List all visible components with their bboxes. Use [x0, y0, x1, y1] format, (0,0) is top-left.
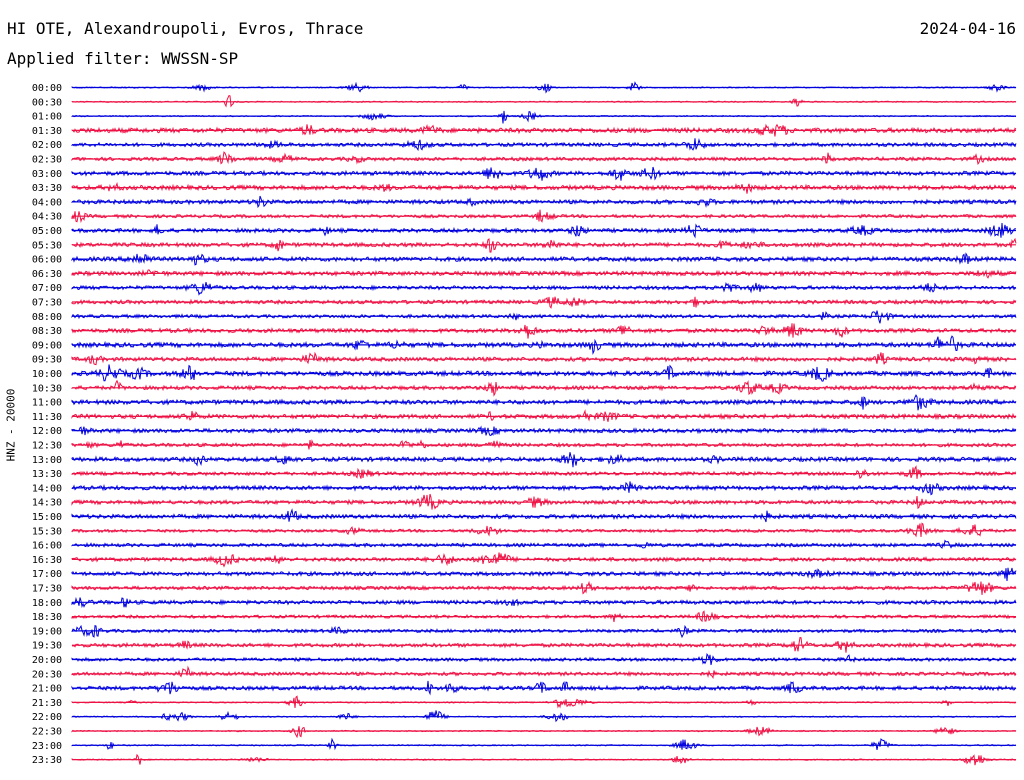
trace-row: [71, 710, 1017, 723]
row-time-label: 14:30: [32, 498, 62, 509]
row-time-label: 12:00: [32, 426, 62, 437]
row-time-label: 04:00: [32, 197, 62, 208]
row-time-label: 00:00: [32, 83, 62, 94]
trace-row: [71, 138, 1017, 152]
row-time-label: 16:00: [32, 541, 62, 552]
trace-row: [71, 539, 1017, 549]
row-time-label: 20:30: [32, 669, 62, 680]
row-time-label: 09:00: [32, 340, 62, 351]
row-time-label: 06:00: [32, 255, 62, 266]
row-time-label: 01:30: [32, 126, 62, 137]
row-time-label: 16:30: [32, 555, 62, 566]
row-time-label: 11:00: [32, 398, 62, 409]
row-time-label: 22:30: [32, 727, 62, 738]
row-time-label: 00:30: [32, 97, 62, 108]
row-time-label: 14:00: [32, 483, 62, 494]
row-time-label: 02:30: [32, 155, 62, 166]
row-time-label: 02:00: [32, 140, 62, 151]
row-time-label: 04:30: [32, 212, 62, 223]
row-time-label: 13:00: [32, 455, 62, 466]
trace-row: [71, 394, 1017, 411]
trace-row: [71, 310, 1017, 324]
row-time-label: 10:30: [32, 383, 62, 394]
row-time-label: 07:00: [32, 283, 62, 294]
row-time-label: 19:30: [32, 641, 62, 652]
row-time-label: 08:30: [32, 326, 62, 337]
row-time-label: 01:00: [32, 112, 62, 123]
row-time-label: 22:00: [32, 712, 62, 723]
trace-row: [71, 465, 1017, 479]
row-time-label: 15:00: [32, 512, 62, 523]
row-time-label: 20:00: [32, 655, 62, 666]
applied-filter-label: Applied filter: WWSSN-SP: [7, 49, 239, 68]
row-time-label: 09:30: [32, 355, 62, 366]
row-time-label: 06:30: [32, 269, 62, 280]
row-time-label: 17:00: [32, 569, 62, 580]
row-time-label: 23:00: [32, 741, 62, 752]
row-time-label: 05:30: [32, 240, 62, 251]
chart-title: HI OTE, Alexandroupoli, Evros, Thrace: [7, 19, 364, 38]
row-time-label: 12:30: [32, 441, 62, 452]
trace-row: [71, 567, 1017, 582]
row-time-label: 15:30: [32, 526, 62, 537]
trace-row: [71, 323, 1017, 339]
trace-row: [71, 351, 1017, 366]
row-time-label: 08:00: [32, 312, 62, 323]
row-time-label: 05:00: [32, 226, 62, 237]
trace-row: [71, 665, 1017, 680]
row-time-label: 21:00: [32, 684, 62, 695]
trace-row: [71, 364, 1017, 382]
trace-row: [71, 110, 1017, 124]
row-time-label: 17:30: [32, 584, 62, 595]
row-time-label: 07:30: [32, 298, 62, 309]
trace-row: [71, 151, 1017, 165]
row-time-label: 11:30: [32, 412, 62, 423]
row-time-label: 18:30: [32, 612, 62, 623]
row-time-label: 10:00: [32, 369, 62, 380]
row-time-label: 21:30: [32, 698, 62, 709]
trace-row: [71, 182, 1017, 194]
row-time-label: 23:30: [32, 755, 62, 766]
trace-row: [71, 237, 1017, 253]
trace-group: [71, 81, 1017, 766]
row-time-label: 03:30: [32, 183, 62, 194]
row-tick-labels: 00:00 00:30 01:00 01:30 02:00 02:30 03:00 03:30…: [32, 83, 62, 766]
row-time-label: 18:00: [32, 598, 62, 609]
trace-row: [71, 522, 1017, 538]
row-time-label: 03:00: [32, 169, 62, 180]
row-time-label: 19:00: [32, 626, 62, 637]
trace-row: [71, 481, 1017, 496]
trace-row: [71, 737, 1017, 751]
chart-date: 2024-04-16: [919, 19, 1016, 38]
trace-row: [71, 94, 1017, 108]
row-time-label: 13:30: [32, 469, 62, 480]
